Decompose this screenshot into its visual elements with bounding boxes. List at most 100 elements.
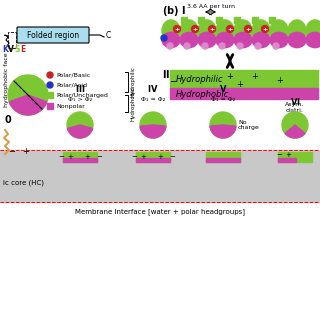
Text: +: + (276, 76, 284, 84)
Bar (252, 17, 258, 23)
Text: C: C (106, 31, 111, 40)
Bar (136, 157, 170, 162)
Bar (269, 17, 275, 23)
Text: −: − (96, 154, 102, 160)
Text: $\mathbf{(b)}$: $\mathbf{(b)}$ (162, 4, 179, 18)
Text: Asym.
distri.: Asym. distri. (285, 102, 305, 113)
Circle shape (219, 43, 225, 49)
Wedge shape (140, 125, 166, 138)
Circle shape (282, 112, 308, 138)
Text: E: E (20, 45, 25, 54)
Text: −: − (276, 152, 282, 158)
Text: +: + (84, 154, 90, 160)
Text: −: − (170, 77, 178, 87)
Bar (234, 17, 240, 23)
Bar (136, 152, 170, 162)
Text: Φ₁ ≈ Φ₂: Φ₁ ≈ Φ₂ (211, 97, 235, 102)
Ellipse shape (216, 20, 234, 42)
Text: Polar/Acid: Polar/Acid (56, 83, 87, 87)
Bar (198, 17, 204, 23)
Text: +: + (228, 27, 233, 31)
Ellipse shape (234, 20, 252, 42)
Text: +: + (140, 154, 146, 160)
Text: $\mathbf{V}$: $\mathbf{V}$ (219, 83, 227, 94)
Text: +: + (209, 27, 215, 31)
Circle shape (47, 82, 53, 88)
Text: V: V (8, 45, 14, 54)
Circle shape (161, 35, 167, 41)
Bar (170, 70, 318, 88)
Circle shape (255, 43, 261, 49)
Circle shape (67, 112, 93, 138)
Circle shape (173, 26, 180, 33)
Circle shape (167, 43, 173, 49)
Circle shape (237, 43, 243, 49)
Text: +: + (236, 79, 244, 89)
Ellipse shape (306, 20, 320, 42)
Circle shape (202, 43, 208, 49)
Text: Φ₁ > Φ₂: Φ₁ > Φ₂ (68, 97, 92, 102)
Text: $\mathbf{0}$: $\mathbf{0}$ (4, 113, 12, 125)
Circle shape (273, 43, 279, 49)
Text: $\mathbf{III}$: $\mathbf{III}$ (75, 83, 85, 94)
Text: $\mathbf{I}$: $\mathbf{I}$ (181, 4, 186, 16)
Text: +: + (227, 71, 233, 81)
Text: $\mathbf{IV}$: $\mathbf{IV}$ (147, 83, 159, 94)
Text: −: − (169, 154, 175, 160)
Text: Nonpolar: Nonpolar (56, 103, 85, 108)
Circle shape (184, 43, 190, 49)
Text: Hydrophilic: Hydrophilic (130, 67, 135, 97)
Ellipse shape (270, 32, 288, 48)
Bar (47, 92, 53, 98)
Bar (181, 17, 187, 23)
Text: Φ₁ ≈ Φ₂: Φ₁ ≈ Φ₂ (141, 97, 165, 102)
Ellipse shape (306, 32, 320, 48)
Circle shape (227, 26, 234, 33)
Bar (63, 157, 97, 162)
Circle shape (140, 112, 166, 138)
Text: No
charge: No charge (238, 120, 260, 131)
Circle shape (244, 26, 252, 33)
Ellipse shape (252, 32, 270, 48)
Ellipse shape (198, 20, 216, 42)
Bar (63, 152, 97, 162)
Text: +: + (262, 27, 268, 31)
Ellipse shape (180, 32, 198, 48)
Bar (278, 157, 296, 162)
Ellipse shape (162, 20, 180, 42)
Bar (8, 32, 16, 48)
Text: $\mathbf{II}$: $\mathbf{II}$ (162, 68, 170, 80)
Ellipse shape (216, 32, 234, 48)
Bar (206, 152, 240, 162)
Text: hydrophobic face: hydrophobic face (4, 53, 9, 107)
Circle shape (209, 26, 215, 33)
Text: Membrane interface [water + polar headgroups]: Membrane interface [water + polar headgr… (75, 208, 245, 215)
Circle shape (210, 112, 236, 138)
Ellipse shape (162, 32, 180, 48)
Wedge shape (68, 125, 92, 138)
Ellipse shape (252, 20, 270, 42)
Circle shape (261, 26, 268, 33)
Text: +: + (174, 27, 180, 31)
Text: Polar/Basic: Polar/Basic (56, 73, 90, 77)
Text: +: + (192, 27, 198, 31)
Circle shape (47, 72, 53, 78)
Ellipse shape (288, 32, 306, 48)
FancyBboxPatch shape (17, 27, 89, 43)
Text: −: − (58, 154, 64, 160)
Text: −: − (131, 154, 137, 160)
Text: S: S (14, 45, 20, 54)
Bar (170, 88, 318, 99)
Ellipse shape (288, 20, 306, 42)
Text: +: + (22, 147, 29, 156)
Text: $\mathbf{VI}$: $\mathbf{VI}$ (290, 96, 300, 107)
Text: +: + (245, 27, 251, 31)
Text: K: K (2, 45, 8, 54)
Wedge shape (9, 95, 47, 115)
Bar (0, 150, 320, 202)
Ellipse shape (234, 32, 252, 48)
Wedge shape (210, 125, 236, 138)
Text: +: + (285, 152, 291, 158)
Text: +: + (67, 154, 73, 160)
Bar (47, 103, 53, 109)
